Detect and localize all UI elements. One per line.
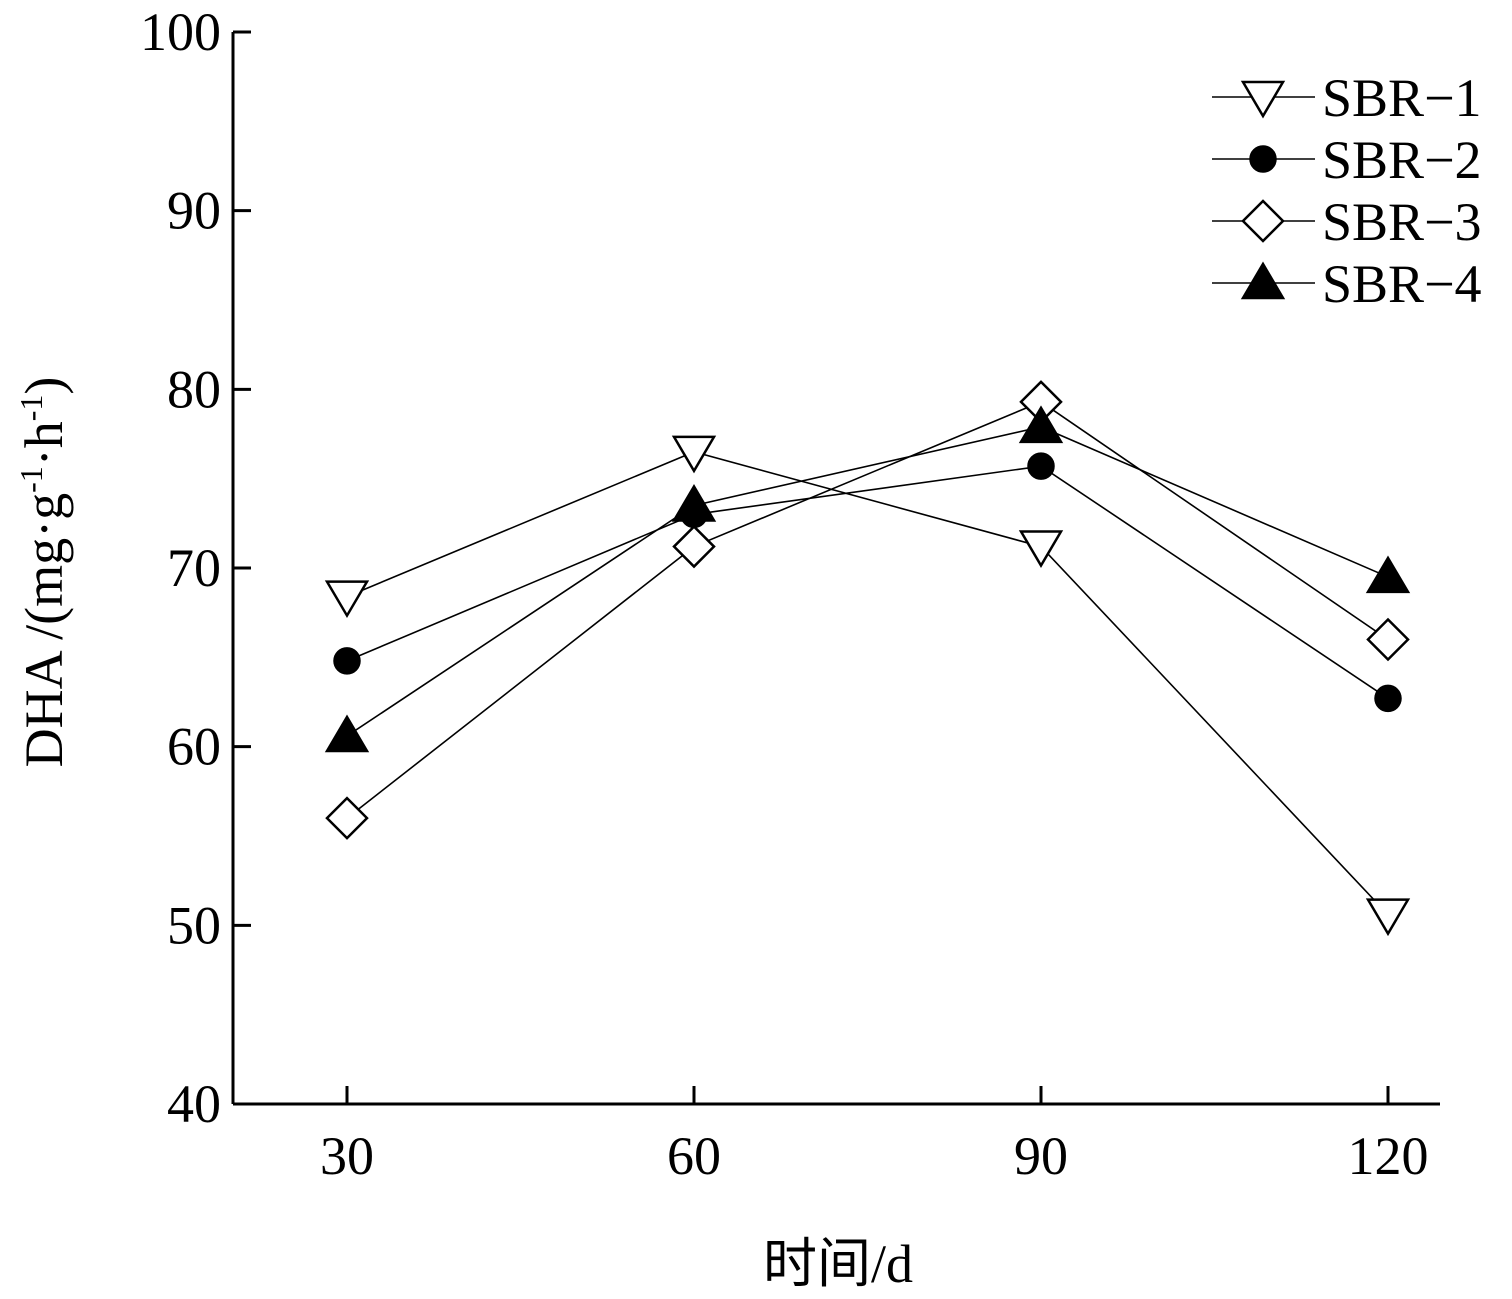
data-point-series-4 (1365, 555, 1411, 594)
y-tick-label: 80 (167, 359, 221, 419)
x-tick-label: 120 (1348, 1126, 1429, 1186)
x-tick-label: 90 (1014, 1126, 1068, 1186)
x-tick-label: 60 (667, 1126, 721, 1186)
y-tick-label: 60 (167, 717, 221, 777)
legend-label: SBR−1 (1322, 68, 1482, 128)
y-axis-title-mid: ·h (14, 421, 74, 466)
series-line-4 (346, 426, 1389, 737)
data-point-series-3 (1366, 617, 1410, 662)
data-point-series-4 (1018, 405, 1064, 444)
legend-marker (1240, 80, 1286, 119)
series-line-1 (346, 451, 1389, 916)
data-point-series-1 (324, 580, 370, 619)
legend-marker (1241, 199, 1285, 243)
y-axis-title-sup1: -1 (13, 466, 49, 493)
data-point-series-1 (671, 435, 717, 474)
y-axis-title-main: DHA /(mg·g (14, 493, 74, 767)
legend-marker (1240, 261, 1286, 300)
data-point-series-3 (672, 524, 716, 569)
y-axis-title-sup2: -1 (13, 395, 49, 422)
legend-label: SBR−4 (1322, 254, 1482, 314)
y-tick-label: 50 (167, 895, 221, 955)
data-point-series-2 (333, 647, 361, 675)
legend-label: SBR−2 (1322, 130, 1482, 190)
y-axis-title-close: ) (14, 377, 74, 395)
data-point-series-4 (324, 714, 370, 753)
series-line-3 (346, 400, 1389, 819)
data-point-series-2 (1027, 452, 1055, 480)
data-point-series-3 (325, 796, 369, 840)
data-point-series-1 (1018, 530, 1064, 569)
x-axis-title: 时间/d (763, 1234, 913, 1294)
x-axis-ticks: 30 60 90 120 (320, 1086, 1429, 1186)
y-tick-label: 100 (140, 2, 221, 62)
y-tick-label: 90 (167, 181, 221, 241)
data-point-series-1 (1365, 898, 1411, 937)
legend-label: SBR−3 (1322, 192, 1482, 252)
data-point-series-4 (671, 484, 717, 522)
y-axis-ticks: 40 50 60 70 80 90 100 (140, 2, 251, 1134)
y-axis-title: DHA /(mg·g-1·h-1) (13, 377, 74, 768)
series-lines (346, 400, 1389, 916)
data-point-series-2 (1374, 684, 1402, 713)
series-line-2 (346, 465, 1389, 700)
x-tick-label: 30 (320, 1126, 374, 1186)
legend-marker (1249, 145, 1277, 173)
y-tick-label: 70 (167, 538, 221, 598)
y-tick-label: 40 (167, 1074, 221, 1134)
series-markers (324, 380, 1411, 937)
